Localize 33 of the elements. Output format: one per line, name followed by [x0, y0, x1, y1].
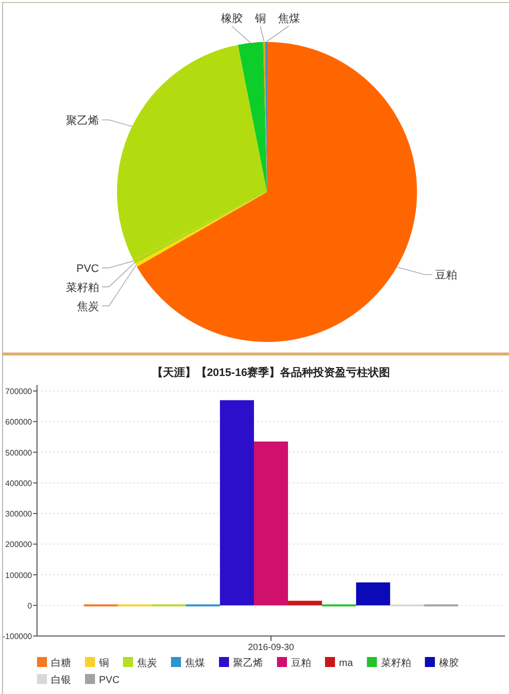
- slice-label: 焦煤: [278, 13, 300, 25]
- x-tick-label: 2016-09-30: [248, 642, 294, 652]
- pie-slice: [117, 44, 267, 260]
- slice-label: 铜: [254, 13, 266, 25]
- y-tick-label: 100000: [5, 570, 33, 580]
- slice-label: 聚乙烯: [66, 114, 99, 127]
- legend-label: PVC: [99, 675, 120, 686]
- y-tick-label: -100000: [2, 632, 33, 641]
- legend-label: 白糖: [51, 657, 71, 669]
- slice-label: 豆粕: [435, 270, 457, 282]
- slice-label: 菜籽粕: [66, 280, 99, 294]
- legend-label: 焦炭: [137, 657, 157, 669]
- y-tick-label: 400000: [5, 478, 33, 488]
- slice-label: 焦炭: [77, 300, 99, 313]
- legend-label: 铜: [98, 658, 109, 669]
- y-tick-label: 0: [28, 601, 33, 610]
- legend-label: 菜籽粕: [380, 657, 411, 669]
- legend-label: 聚乙烯: [233, 657, 263, 669]
- legend-label: 焦煤: [185, 657, 205, 669]
- y-tick-label: 500000: [5, 448, 33, 458]
- pie-slice: [238, 42, 267, 192]
- legend-label: 豆粕: [291, 658, 311, 669]
- legend-label: 白银: [51, 674, 71, 686]
- y-tick-label: 700000: [5, 387, 33, 396]
- slice-label: PVC: [76, 262, 100, 275]
- legend-label: ma: [339, 658, 354, 669]
- y-tick-label: 600000: [5, 418, 33, 427]
- chart-title: 【天涯】【2015-16赛季】各品种投资盈亏柱状图: [152, 366, 390, 379]
- slice-label: 橡胶: [220, 12, 243, 25]
- y-tick-label: 300000: [5, 510, 33, 518]
- legend-label: 橡胶: [438, 657, 459, 669]
- pie-slice: [136, 42, 417, 342]
- y-tick-label: 200000: [5, 540, 33, 550]
